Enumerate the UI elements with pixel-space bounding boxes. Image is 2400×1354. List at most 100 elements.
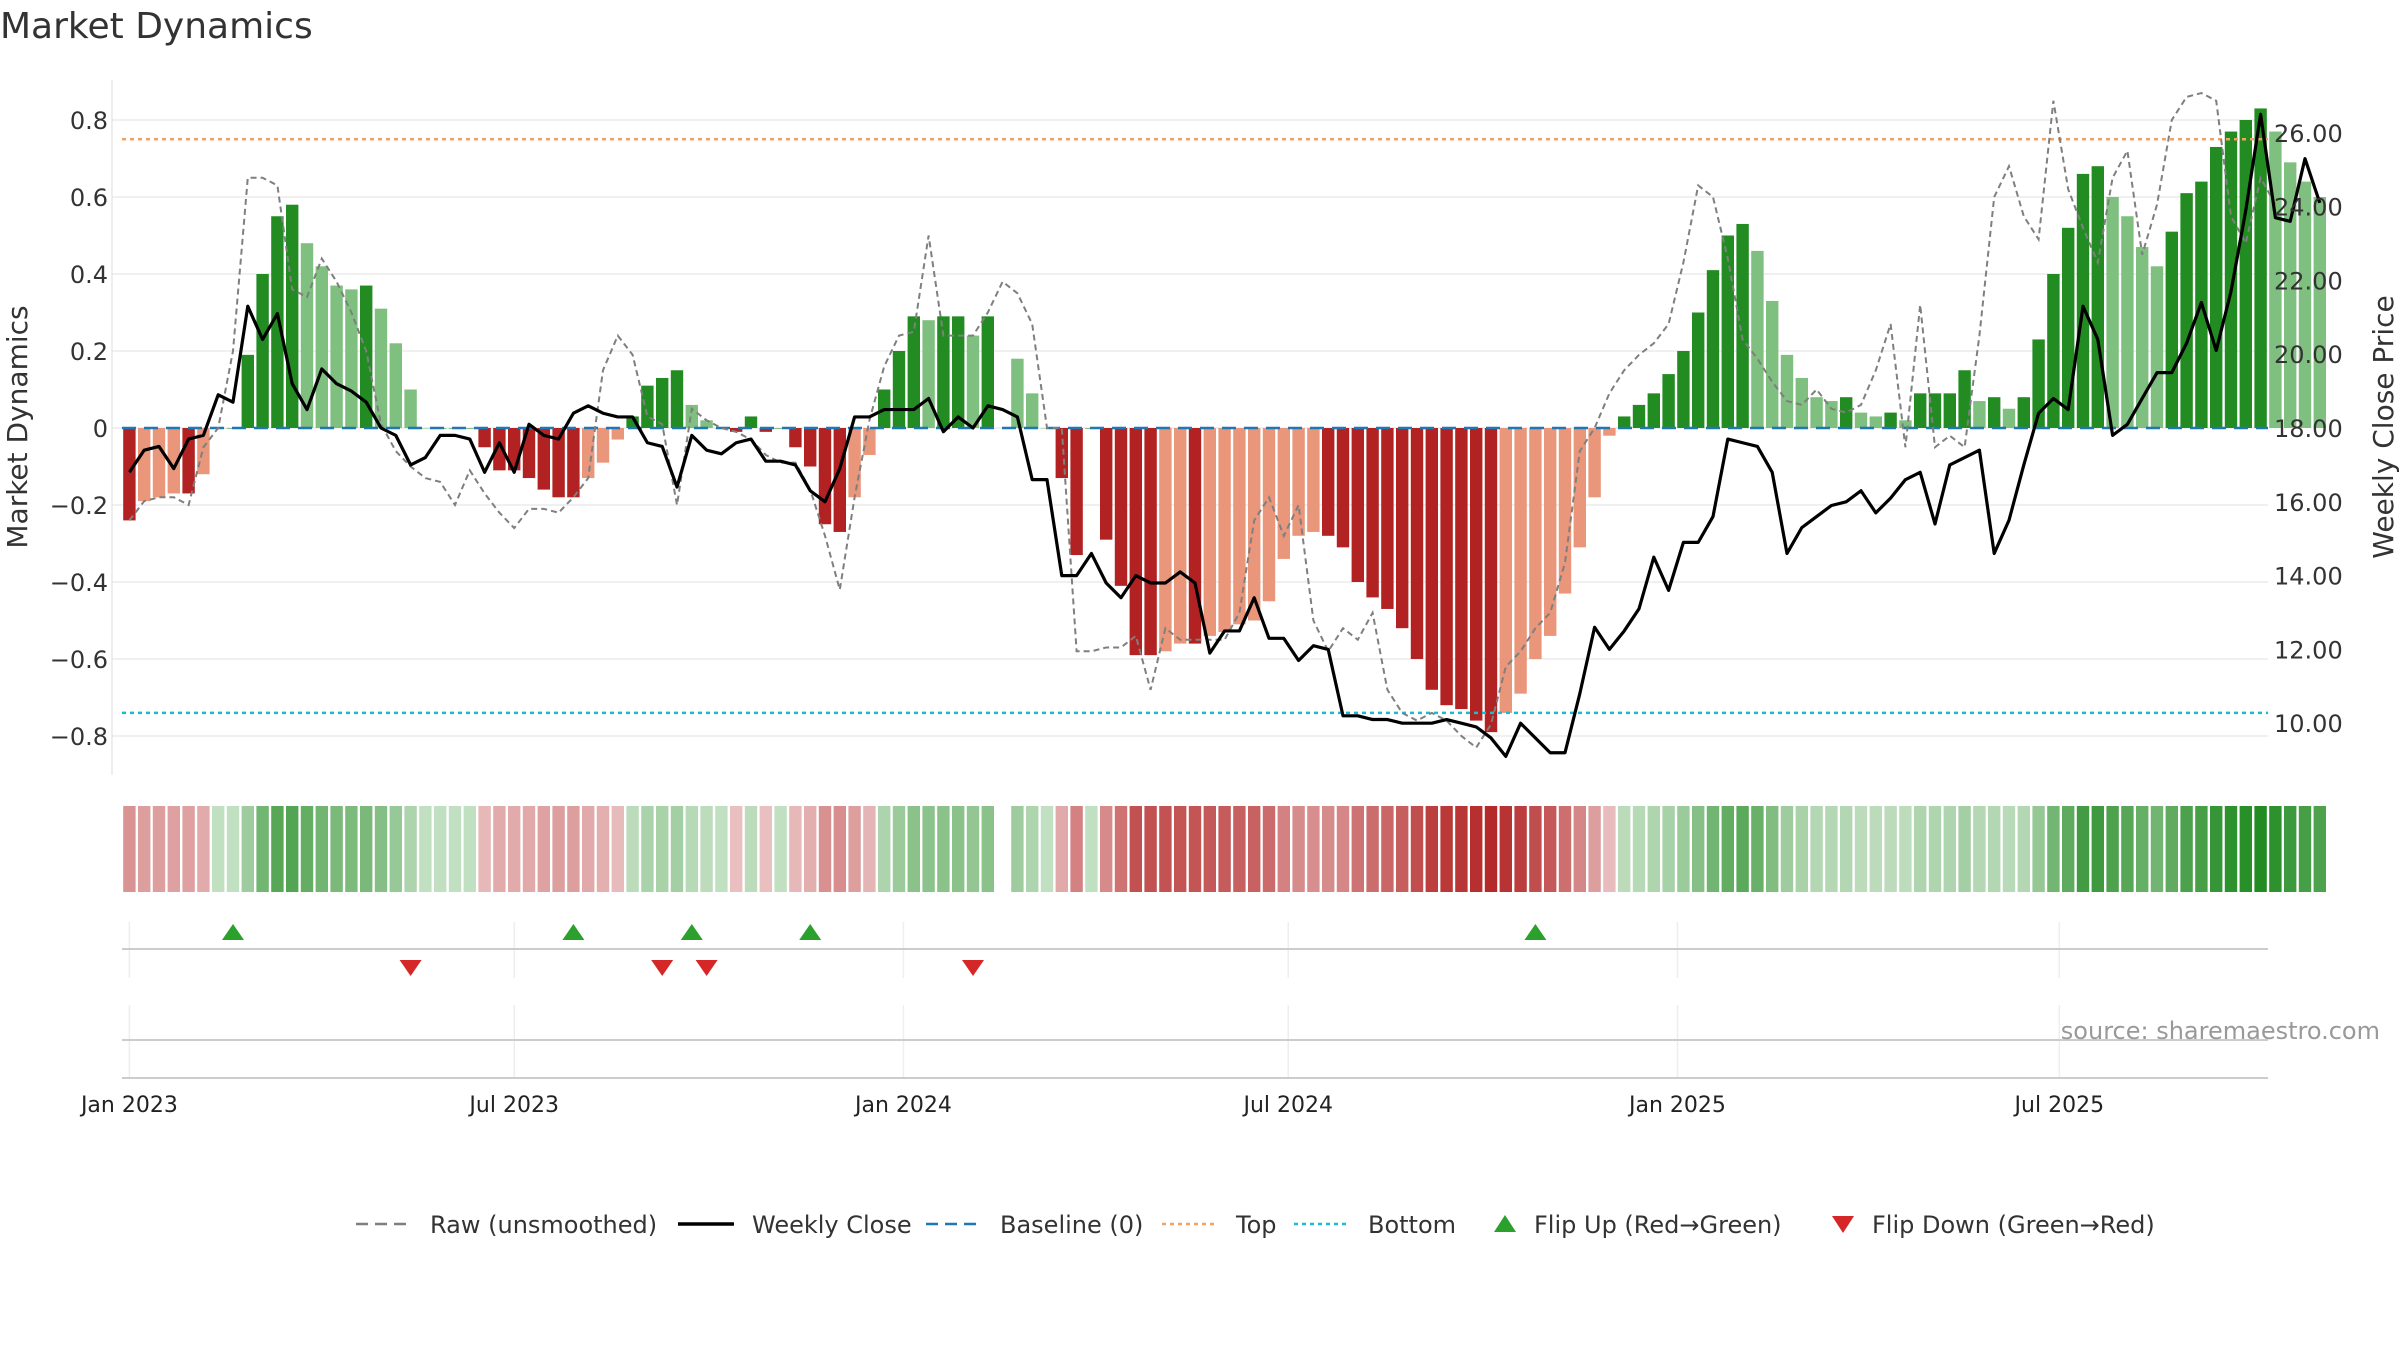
left-axis-title: Market Dynamics xyxy=(1,305,34,548)
regime-cell xyxy=(374,806,388,892)
momentum-bar xyxy=(1943,393,1956,428)
momentum-bar xyxy=(2047,274,2060,428)
regime-cell xyxy=(1529,806,1542,892)
legend-flip-down-symbol xyxy=(1832,1216,1854,1233)
momentum-bar xyxy=(1070,428,1083,556)
momentum-bar xyxy=(2106,197,2119,428)
regime-cell xyxy=(2091,806,2104,892)
momentum-bar xyxy=(656,377,669,428)
momentum-bar xyxy=(818,428,832,525)
right-tick-label: 18.00 xyxy=(2274,415,2343,443)
momentum-bar xyxy=(478,428,491,448)
regime-cell xyxy=(1914,806,1927,892)
momentum-bar xyxy=(1470,428,1483,721)
regime-cell xyxy=(1884,806,1897,892)
momentum-bar xyxy=(1144,428,1157,656)
momentum-bar xyxy=(167,428,180,494)
momentum-bar xyxy=(2062,227,2075,428)
momentum-bar xyxy=(271,216,284,428)
regime-cell xyxy=(286,806,299,892)
momentum-bar xyxy=(1810,397,1823,428)
momentum-bar xyxy=(1026,393,1039,428)
regime-cell xyxy=(1396,806,1409,892)
regime-cell xyxy=(1011,806,1024,892)
regime-cell xyxy=(952,806,965,892)
momentum-bar xyxy=(1440,428,1453,706)
momentum-bar xyxy=(300,243,314,428)
momentum-bar xyxy=(2224,131,2238,429)
regime-cell xyxy=(522,806,536,892)
regime-cell xyxy=(123,806,136,892)
momentum-bar xyxy=(360,285,373,428)
regime-cell xyxy=(182,806,195,892)
regime-cell xyxy=(1780,806,1794,892)
momentum-bar xyxy=(685,404,698,428)
momentum-bar xyxy=(2091,166,2104,428)
momentum-bar xyxy=(123,428,136,521)
regime-cell xyxy=(2002,806,2016,892)
momentum-bar xyxy=(1055,428,1068,479)
regime-cell xyxy=(2284,806,2297,892)
momentum-bar xyxy=(1869,416,1882,428)
regime-cell xyxy=(1484,806,1498,892)
momentum-bar xyxy=(1425,428,1438,690)
regime-cell xyxy=(611,806,624,892)
momentum-bar xyxy=(730,428,743,432)
momentum-bar xyxy=(952,316,965,428)
momentum-bar xyxy=(1499,428,1512,713)
regime-cell xyxy=(2165,806,2178,892)
momentum-bar xyxy=(1662,374,1675,428)
momentum-bar xyxy=(2210,146,2223,428)
regime-cell xyxy=(1114,806,1128,892)
momentum-bar xyxy=(2298,181,2312,428)
left-tick-label: 0.8 xyxy=(70,107,108,135)
regime-cell xyxy=(1366,806,1379,892)
momentum-bar xyxy=(241,354,254,428)
regime-cell xyxy=(1854,806,1868,892)
momentum-bar xyxy=(1277,428,1290,559)
regime-cell xyxy=(1233,806,1246,892)
momentum-bar xyxy=(152,428,166,498)
legend-baseline-label: Baseline (0) xyxy=(1000,1211,1143,1239)
regime-cell xyxy=(1840,806,1853,892)
regime-cell xyxy=(2195,806,2208,892)
regime-cell xyxy=(315,806,328,892)
regime-cell xyxy=(641,806,654,892)
regime-cell xyxy=(1928,806,1942,892)
regime-cell xyxy=(241,806,254,892)
regime-cell xyxy=(1988,806,2001,892)
right-tick-label: 22.00 xyxy=(2274,267,2343,295)
flip-up-marker xyxy=(680,924,703,940)
momentum-bar xyxy=(1366,428,1379,598)
regime-cell xyxy=(493,806,506,892)
regime-cell xyxy=(596,806,610,892)
regime-cell xyxy=(863,806,876,892)
right-tick-label: 10.00 xyxy=(2274,710,2343,738)
regime-cell xyxy=(1795,806,1808,892)
momentum-bar xyxy=(981,316,994,428)
legend-close-label: Weekly Close xyxy=(752,1211,912,1239)
regime-cell xyxy=(478,806,491,892)
momentum-bar xyxy=(1188,428,1202,644)
regime-cell xyxy=(833,806,846,892)
left-tick-label: −0.4 xyxy=(50,569,108,597)
momentum-bar xyxy=(2076,173,2090,428)
regime-cell xyxy=(1544,806,1557,892)
regime-cell xyxy=(700,806,713,892)
momentum-bar xyxy=(315,266,328,428)
regime-cell xyxy=(1647,806,1660,892)
momentum-bar xyxy=(1780,354,1794,428)
regime-cell xyxy=(744,806,758,892)
regime-cell xyxy=(966,806,980,892)
momentum-bar xyxy=(1588,428,1601,498)
momentum-bar xyxy=(1677,351,1690,428)
regime-cell xyxy=(1440,806,1453,892)
regime-cell xyxy=(2106,806,2119,892)
regime-cell xyxy=(2047,806,2060,892)
regime-cell xyxy=(685,806,698,892)
momentum-bar xyxy=(1973,401,1986,428)
regime-cell xyxy=(1899,806,1912,892)
regime-cell xyxy=(419,806,432,892)
momentum-bar xyxy=(1647,393,1660,428)
momentum-bar xyxy=(848,428,861,498)
